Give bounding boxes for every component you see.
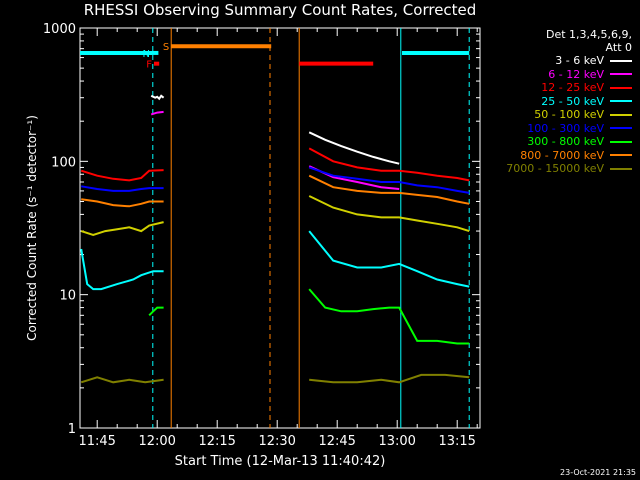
legend-swatch [610, 113, 632, 116]
series-line-2 [150, 110, 164, 116]
legend-entry: 7000 - 15000 keV [506, 162, 632, 175]
legend-label: 7000 - 15000 keV [506, 162, 604, 175]
series-line-3 [308, 147, 470, 182]
legend-header-line2: Att 0 [605, 41, 632, 54]
series-line-1 [308, 131, 400, 165]
status-bar-label: S [163, 42, 169, 53]
legend-header-line1: Det 1,3,4,5,6,9, [545, 28, 632, 41]
legend-label: 50 - 100 keV [534, 108, 604, 121]
legend-entry: 6 - 12 keV [548, 68, 632, 81]
legend-swatch [610, 140, 632, 143]
legend-swatch [610, 73, 632, 75]
series-line-7 [148, 306, 164, 317]
legend-label: 6 - 12 keV [548, 67, 604, 81]
y-tick-label: 10 [59, 289, 76, 304]
series-line-6 [81, 185, 164, 192]
series-line-6 [308, 166, 470, 194]
series-line-1 [150, 94, 165, 101]
legend-label: 3 - 6 keV [555, 54, 604, 67]
series-line-5 [308, 195, 470, 233]
x-tick-label: 12:45 [318, 434, 355, 449]
legend-swatch [610, 59, 632, 62]
legend-entry: 3 - 6 keV [555, 54, 632, 67]
series-line-5 [80, 221, 164, 237]
legend-label: 800 - 7000 keV [520, 148, 604, 162]
legend-label: 300 - 800 keV [527, 135, 604, 148]
x-tick-label: 13:00 [378, 434, 415, 449]
status-bar-label: N [143, 49, 150, 60]
status-bar-label: F [146, 60, 152, 71]
y-tick-label: 1000 [43, 22, 76, 37]
legend-entry: 12 - 25 keV [541, 81, 632, 94]
legend-entry: 800 - 7000 keV [520, 149, 632, 162]
x-tick-label: 12:30 [258, 434, 295, 449]
series-line-9 [80, 376, 164, 384]
x-tick-label: 13:15 [438, 434, 475, 449]
chart-title: RHESSI Observing Summary Count Rates, Co… [83, 1, 477, 19]
series-line-4 [308, 230, 470, 288]
legend-entry: 300 - 800 keV [527, 135, 632, 148]
legend-swatch [610, 86, 632, 89]
x-axis-label: Start Time (12-Mar-13 11:40:42) [174, 454, 386, 469]
legend-swatch [610, 167, 632, 170]
y-axis-label: Corrected Count Rate (s⁻¹ detector⁻¹) [25, 115, 39, 341]
legend-entry: 100 - 300 keV [527, 122, 632, 135]
x-tick-label: 12:15 [198, 434, 235, 449]
generation-timestamp: 23-Oct-2021 21:35 [560, 468, 636, 477]
series-line-8 [81, 198, 164, 208]
legend-label: 12 - 25 keV [541, 81, 604, 94]
series-line-8 [308, 174, 470, 205]
y-tick-label: 1 [68, 422, 76, 437]
x-tick-label: 12:00 [138, 434, 175, 449]
legend-label: 25 - 50 keV [541, 94, 604, 108]
legend-swatch [610, 100, 632, 102]
legend-entry: 50 - 100 keV [534, 108, 632, 121]
legend-swatch [610, 127, 632, 129]
series-line-7 [308, 288, 470, 345]
series-line-9 [309, 373, 470, 384]
legend-swatch [610, 154, 632, 156]
x-tick-label: 11:45 [78, 434, 115, 449]
series-line-3 [80, 169, 164, 182]
legend-entry: 25 - 50 keV [541, 95, 632, 108]
series-line-4 [80, 248, 164, 291]
plot-frame [79, 27, 481, 429]
legend-label: 100 - 300 keV [527, 121, 604, 135]
y-tick-label: 100 [51, 155, 76, 170]
